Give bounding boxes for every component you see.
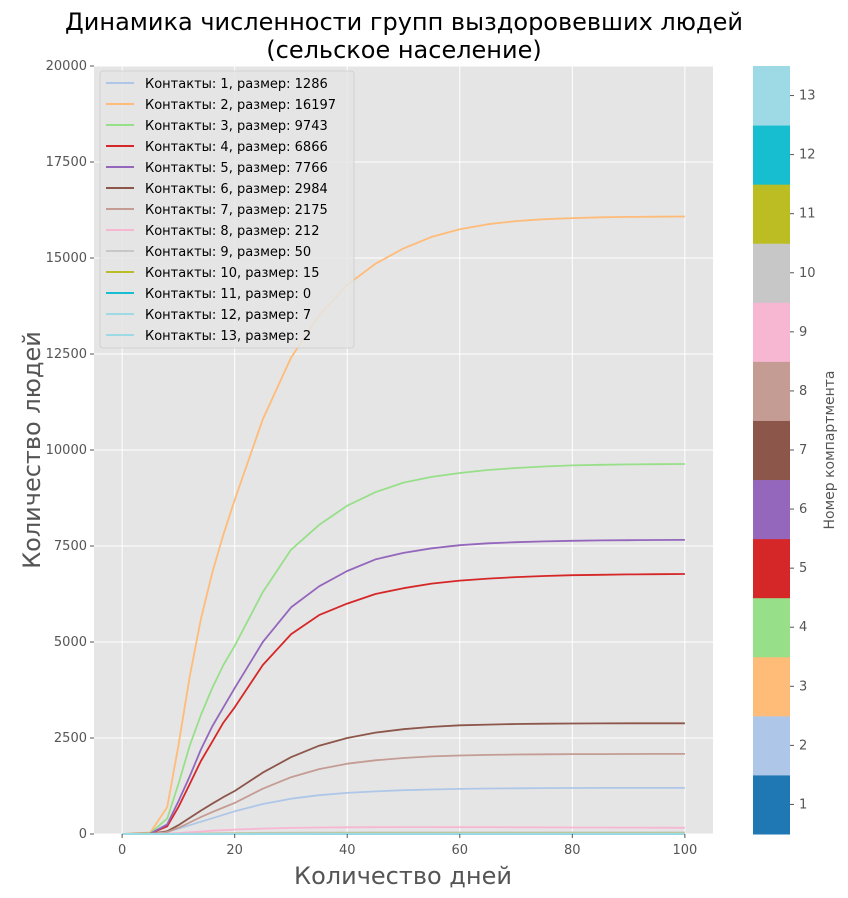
colorbar-label: Номер компартмента [822, 370, 838, 529]
y-tick-label: 12500 [46, 347, 87, 362]
legend-label-12: Контакты: 12, размер: 7 [145, 308, 311, 323]
colorbar-tick-label: 11 [799, 207, 816, 222]
legend-label-11: Контакты: 11, размер: 0 [145, 287, 311, 302]
y-tick-label: 17500 [46, 155, 87, 170]
colorbar-tick-label: 13 [799, 89, 816, 104]
colorbar-segment-1 [753, 774, 790, 835]
colorbar-tick-label: 2 [799, 738, 807, 753]
y-axis-label: Количество людей [18, 331, 46, 569]
x-tick-label: 100 [672, 843, 697, 858]
x-tick-label: 40 [339, 843, 356, 858]
legend-label-10: Контакты: 10, размер: 15 [145, 266, 319, 281]
colorbar-segment-10 [753, 243, 790, 303]
colorbar-tick-label: 1 [799, 797, 807, 812]
x-tick-label: 0 [118, 843, 126, 858]
colorbar-tick-label: 5 [799, 561, 807, 576]
colorbar-segment-8 [753, 361, 790, 421]
series-line-5 [122, 539, 685, 835]
legend-label-8: Контакты: 8, размер: 212 [145, 224, 319, 239]
legend-label-2: Контакты: 2, размер: 16197 [145, 98, 336, 113]
series-line-6 [122, 722, 685, 835]
y-tick-label: 20000 [46, 59, 87, 74]
colorbar-segment-6 [753, 479, 790, 540]
series-line-3 [122, 463, 685, 835]
chart-title-line2: (сельское население) [266, 36, 541, 64]
colorbar-segment-11 [753, 184, 790, 244]
colorbar-segment-12 [753, 125, 790, 185]
colorbar-tick-label: 8 [799, 384, 807, 399]
colorbar-segment-9 [753, 302, 790, 362]
legend-label-4: Контакты: 4, размер: 6866 [145, 140, 328, 155]
colorbar-tick-label: 4 [799, 620, 807, 635]
colorbar-segment-5 [753, 538, 790, 599]
series-line-4 [122, 573, 685, 835]
x-tick-label: 20 [226, 843, 243, 858]
colorbar-tick-label: 9 [799, 325, 807, 340]
colorbar-segment-7 [753, 420, 790, 481]
legend-label-9: Контакты: 9, размер: 50 [145, 245, 311, 260]
chart-title-line1: Динамика численности групп выздоровевших… [65, 8, 743, 36]
legend-label-5: Контакты: 5, размер: 7766 [145, 161, 328, 176]
x-axis-label: Количество дней [294, 862, 512, 890]
y-tick-label: 2500 [54, 731, 87, 746]
colorbar-tick-label: 3 [799, 679, 807, 694]
colorbar-segment-2 [753, 715, 790, 776]
y-axis-ticks: 0 2500 5000 7500 10000 12500 15000 17500 20000 [46, 59, 94, 842]
x-axis-ticks: 0 20 40 60 80 100 [118, 834, 697, 858]
legend-label-13: Контакты: 13, размер: 2 [145, 329, 311, 344]
legend-box [99, 70, 355, 349]
y-tick-label: 10000 [46, 443, 87, 458]
colorbar-tick-label: 6 [799, 502, 807, 517]
legend-label-3: Контакты: 3, размер: 9743 [145, 119, 328, 134]
colorbar-segment-13 [753, 66, 790, 126]
series-line-1 [122, 787, 685, 835]
legend-label-7: Контакты: 7, размер: 2175 [145, 203, 328, 218]
legend-label-1: Контакты: 1, размер: 1286 [145, 77, 328, 92]
colorbar-segment-4 [753, 597, 790, 658]
legend-label-6: Контакты: 6, размер: 2984 [145, 182, 328, 197]
series-line-8 [122, 826, 685, 835]
colorbar-tick-label: 10 [799, 266, 816, 281]
y-tick-label: 0 [79, 827, 87, 842]
y-tick-label: 15000 [46, 251, 87, 266]
colorbar-tick-label: 7 [799, 443, 807, 458]
series-line-7 [122, 753, 685, 835]
legend: Контакты: 1, размер: 1286 Контакты: 2, ра… [99, 70, 355, 349]
x-tick-label: 80 [564, 843, 581, 858]
x-tick-label: 60 [451, 843, 468, 858]
y-tick-label: 5000 [54, 635, 87, 650]
colorbar-tick-label: 12 [799, 148, 816, 163]
colorbar-segment-3 [753, 656, 790, 717]
y-tick-label: 7500 [54, 539, 87, 554]
